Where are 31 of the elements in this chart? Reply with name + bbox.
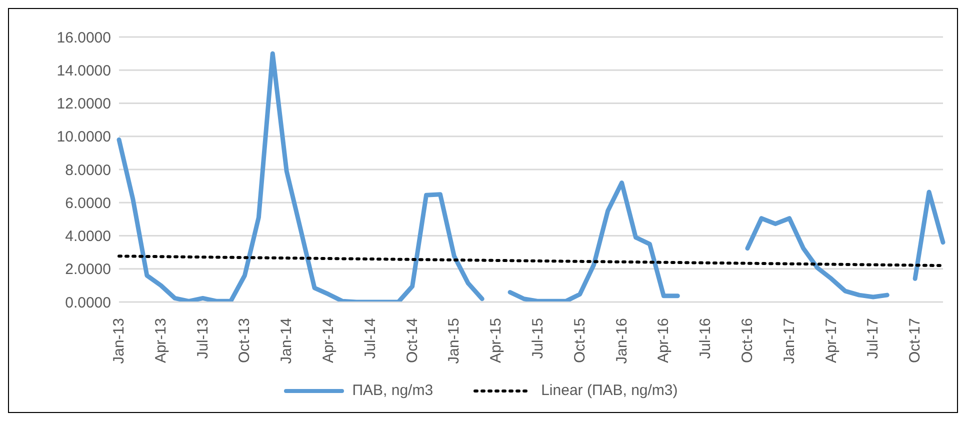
x-tick-label: Jul-14 — [362, 318, 379, 359]
x-tick-label: Jan-16 — [613, 318, 630, 364]
x-tick-label: Jan-13 — [110, 318, 128, 364]
x-tick-label: Jul-15 — [529, 318, 546, 359]
x-tick-label: Oct-16 — [738, 318, 756, 364]
x-tick-label: Jan-15 — [446, 318, 463, 364]
x-tick-label: Apr-13 — [152, 318, 170, 364]
x-tick-label: Jan-17 — [780, 318, 798, 364]
x-tick-label: Jul-17 — [864, 318, 882, 359]
x-tick-label: Apr-16 — [655, 318, 672, 364]
y-tick-label: 6.0000 — [65, 194, 111, 212]
x-tick-label: Jan-14 — [278, 318, 296, 364]
x-tick-label: Jul-16 — [697, 318, 714, 359]
y-tick-label: 12.0000 — [56, 96, 111, 113]
x-tick-label: Apr-15 — [488, 318, 505, 364]
x-tick-label: Apr-14 — [320, 318, 337, 364]
y-tick-label: 0.0000 — [65, 294, 111, 312]
y-tick-label: 4.0000 — [65, 228, 111, 246]
x-tick-label: Oct-14 — [404, 318, 421, 364]
x-tick-label: Oct-13 — [236, 318, 254, 364]
y-tick-label: 2.0000 — [65, 261, 111, 278]
y-tick-label: 16.0000 — [56, 29, 111, 46]
y-tick-label: 8.0000 — [65, 162, 111, 179]
x-tick-label: Oct-17 — [906, 318, 924, 364]
x-tick-label: Apr-17 — [822, 318, 840, 364]
legend-label: ПАВ, ng/m3 — [352, 382, 434, 399]
x-tick-label: Jul-13 — [194, 318, 212, 359]
legend-label: Linear (ПАВ, ng/m3) — [541, 382, 678, 399]
y-tick-label: 10.0000 — [56, 128, 111, 146]
y-tick-label: 14.0000 — [56, 62, 111, 80]
x-tick-label: Oct-15 — [571, 318, 588, 364]
